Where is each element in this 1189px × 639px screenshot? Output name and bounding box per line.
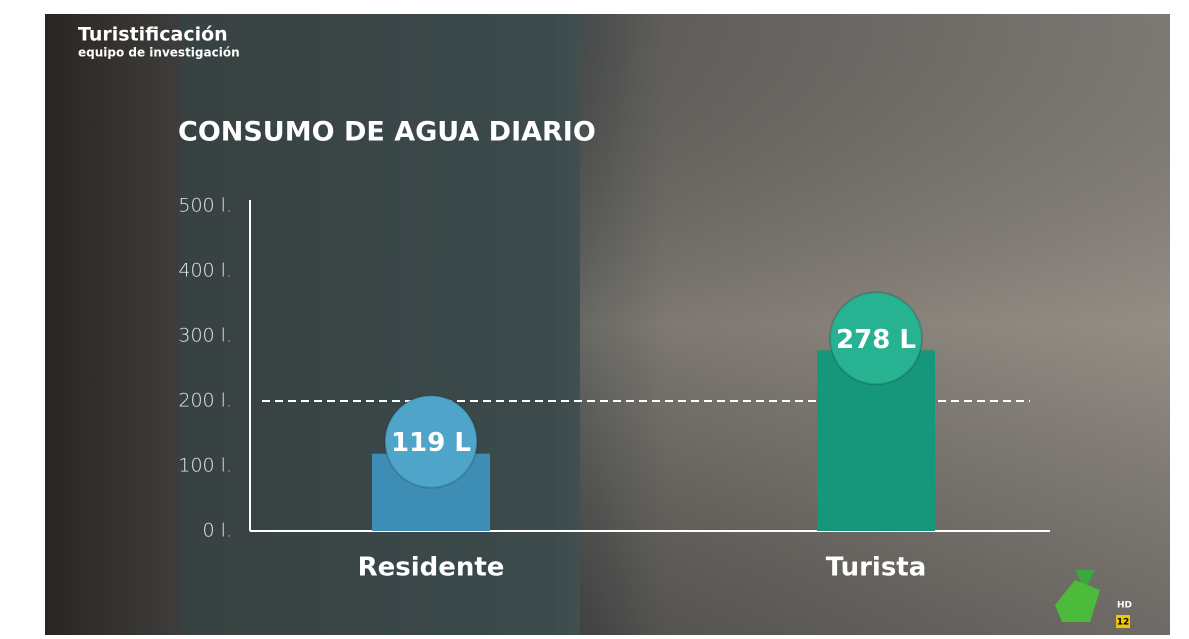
value-label: 278 L: [836, 325, 916, 355]
x-tick-label: Residente: [358, 553, 505, 583]
program-title: Turistificación: [78, 24, 228, 46]
y-tick-label: 300 l.: [178, 325, 232, 347]
value-label: 119 L: [391, 428, 471, 458]
badge-hd: HD: [1117, 601, 1132, 611]
chart-title: CONSUMO DE AGUA DIARIO: [178, 117, 596, 148]
y-tick-label: 100 l.: [178, 455, 232, 477]
program-subtitle: equipo de investigación: [78, 46, 240, 60]
chart: Turistificación equipo de investigación …: [0, 0, 1189, 635]
x-tick-label: Turista: [826, 553, 927, 583]
y-tick-label: 500 l.: [178, 195, 232, 217]
background-panel: [180, 14, 580, 635]
page: {"overlay": {"program": "Turistificación…: [0, 0, 1189, 635]
y-tick-label: 200 l.: [178, 390, 232, 412]
y-tick-label: 0 l.: [203, 520, 232, 542]
badge-age: 12: [1117, 618, 1130, 628]
y-tick-label: 400 l.: [178, 260, 232, 282]
